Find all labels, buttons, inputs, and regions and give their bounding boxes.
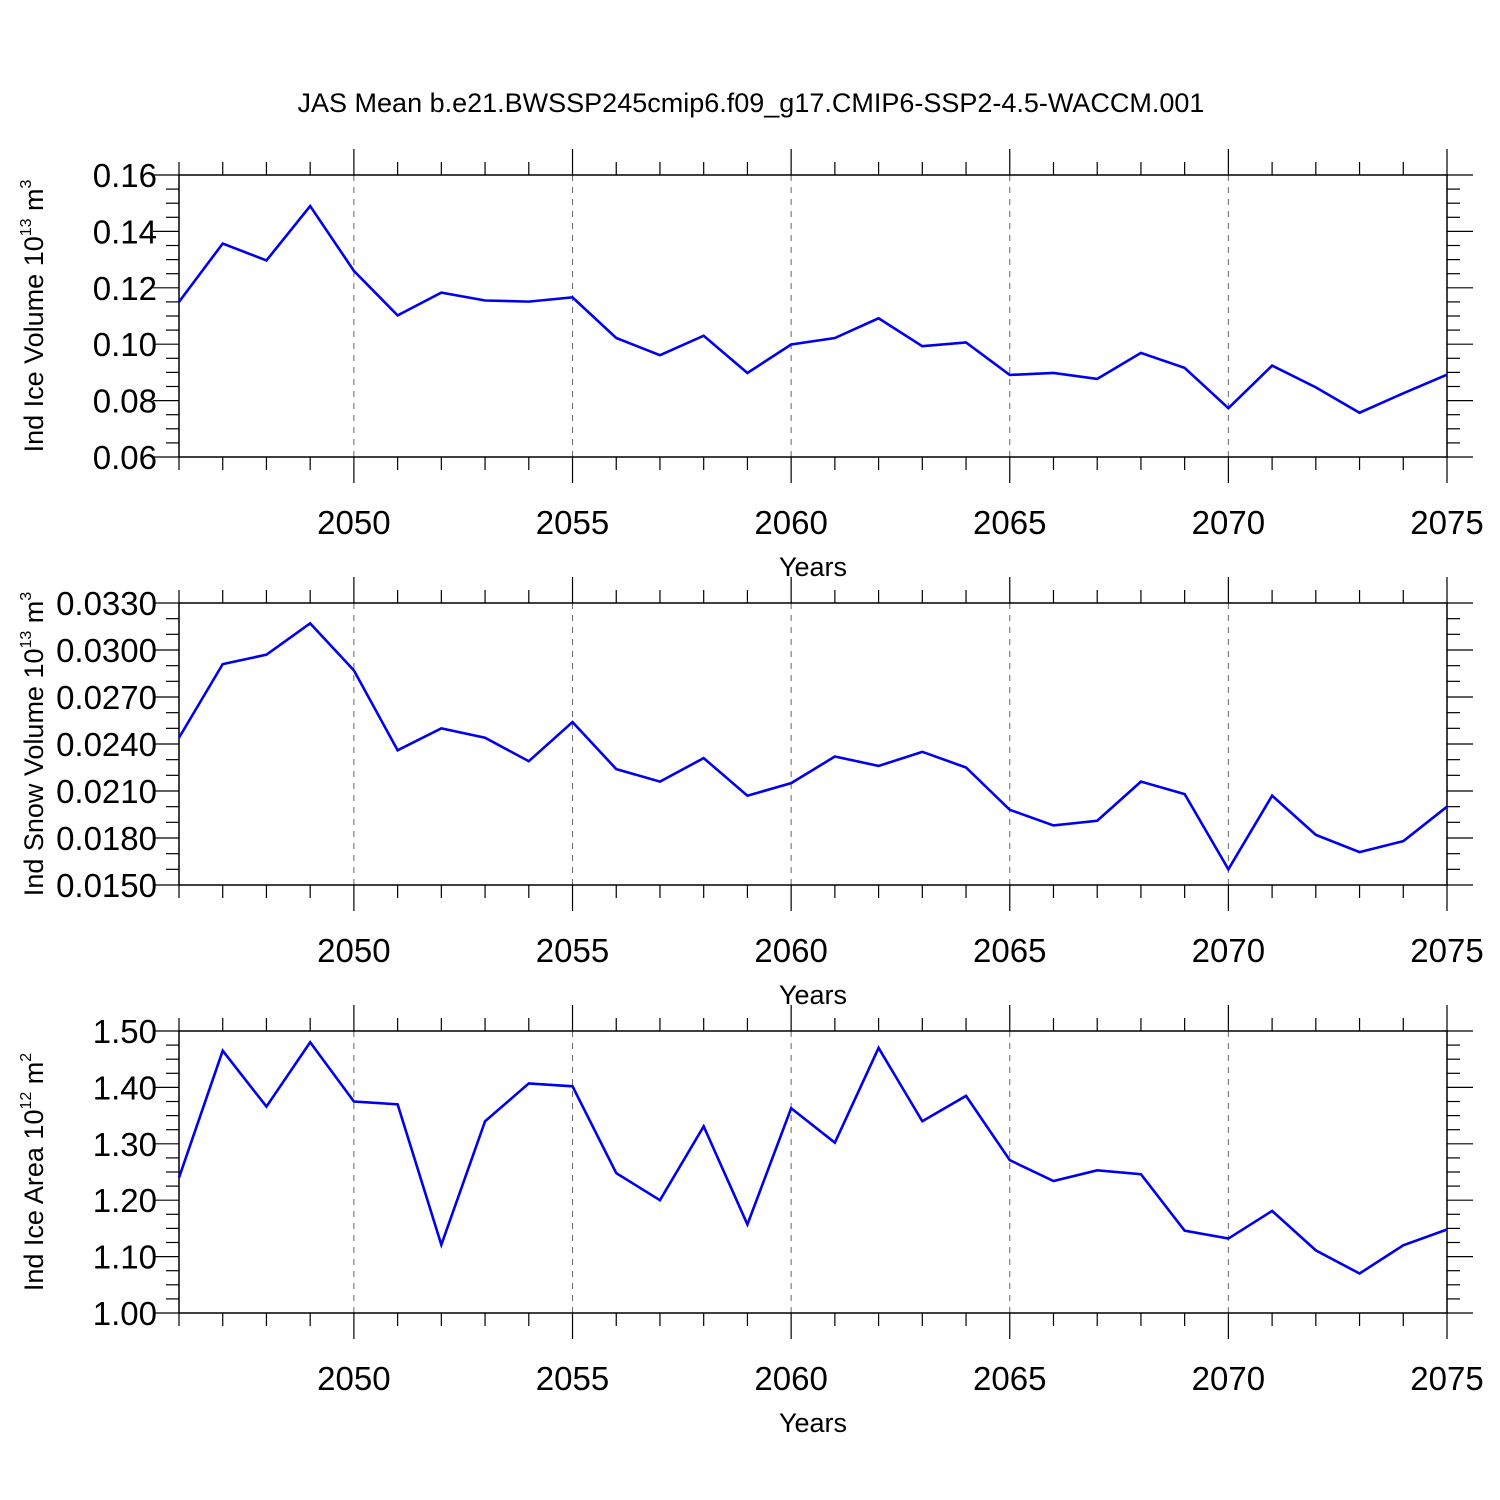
y-axis-label: Ind Ice Volume 1013 m3 [18,179,49,452]
y-tick-label: 1.00 [93,1295,157,1332]
x-tick-label: 2075 [1410,932,1483,969]
x-tick-label: 2060 [754,932,827,969]
y-axis-label-text: Ind Ice Area 10 [19,1110,49,1292]
x-tick-label: 2065 [973,504,1046,541]
x-tick-label: 2075 [1410,504,1483,541]
panel-3: 1.00 1.10 1.20 1.30 1.40 1.50 2050 2055 2060 2065… [18,1005,1484,1438]
y-axis-label-text: Ind Ice Volume 10 [19,236,49,452]
chart-panels: 0.06 0.08 0.10 0.12 0.14 0.16 2050 2055 2060 2065… [18,149,1484,1438]
x-axis-label: Years [779,1408,847,1438]
x-tick-label: 2065 [973,932,1046,969]
series-line [177,621,1448,872]
x-tick-label: 2060 [754,504,827,541]
y-axis-label-superscript: 2 [18,1053,35,1062]
y-tick-label: 0.0270 [56,679,157,716]
y-axis-label-text: m [19,188,49,218]
y-tick-label: 0.08 [93,383,157,420]
series-line [177,203,1448,415]
y-tick-label: 0.16 [93,157,157,194]
figure-title: JAS Mean b.e21.BWSSP245cmip6.f09_g17.CMI… [298,88,1205,118]
x-tick-label: 2070 [1192,932,1265,969]
y-tick-label: 1.20 [93,1182,157,1219]
x-tick-label: 2070 [1192,1360,1265,1397]
x-tick-label: 2050 [317,932,390,969]
x-tick-label: 2055 [536,504,609,541]
y-axis-label-superscript: 13 [18,631,35,649]
y-tick-label: 0.0300 [56,632,157,669]
panel-1: 0.06 0.08 0.10 0.12 0.14 0.16 2050 2055 2060 2065… [18,149,1484,582]
y-axis-label-text: Ind Snow Volume 10 [19,649,49,897]
plot-frame [178,174,1448,458]
x-tick-label: 2075 [1410,1360,1483,1397]
x-tick-label: 2055 [536,932,609,969]
y-tick-label: 1.40 [93,1069,157,1106]
y-axis-label-superscript: 3 [18,179,35,188]
y-axis-label-superscript: 12 [18,1092,35,1110]
x-axis-label: Years [779,980,847,1010]
plot-frame [178,1030,1448,1314]
y-tick-label: 0.0180 [56,820,157,857]
x-tick-label: 2050 [317,1360,390,1397]
y-axis-label: Ind Ice Area 1012 m2 [18,1053,49,1291]
x-tick-label: 2060 [754,1360,827,1397]
y-axis-label-text: m [19,1062,49,1092]
series-line [177,1040,1448,1276]
y-axis-label-superscript: 3 [18,592,35,601]
x-tick-label: 2070 [1192,504,1265,541]
plot-frame [178,602,1448,886]
x-tick-label: 2065 [973,1360,1046,1397]
y-tick-label: 1.10 [93,1239,157,1276]
x-axis-label: Years [779,552,847,582]
y-tick-label: 0.10 [93,326,157,363]
y-axis-label-superscript: 13 [18,218,35,236]
y-tick-label: 0.0240 [56,726,157,763]
y-tick-label: 0.0150 [56,867,157,904]
y-axis-label-text: m [19,601,49,631]
y-tick-label: 0.0330 [56,585,157,622]
y-tick-label: 1.50 [93,1013,157,1050]
y-tick-label: 0.0210 [56,773,157,810]
y-axis-label: Ind Snow Volume 1013 m3 [18,592,49,896]
panel-2: 0.0150 0.0180 0.0210 0.0240 0.0270 0.0300 0.03… [18,577,1484,1010]
y-tick-label: 0.14 [93,213,157,250]
y-tick-label: 0.06 [93,439,157,476]
x-tick-label: 2055 [536,1360,609,1397]
x-tick-label: 2050 [317,504,390,541]
y-tick-label: 1.30 [93,1126,157,1163]
y-tick-label: 0.12 [93,270,157,307]
